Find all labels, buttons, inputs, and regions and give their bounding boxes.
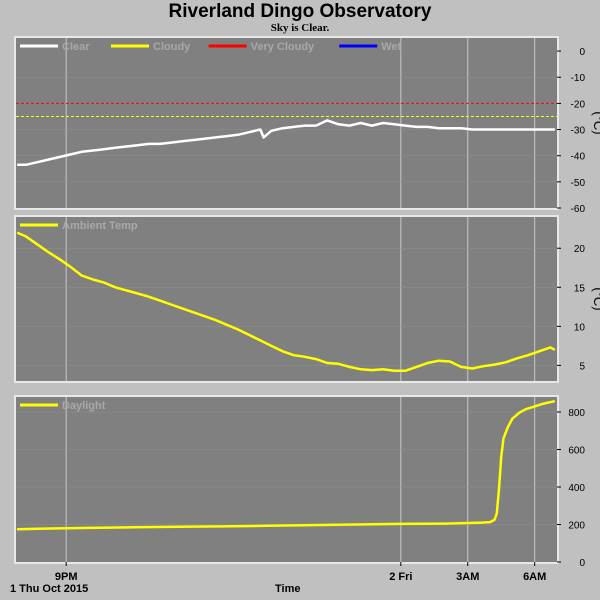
y-tick-label: -10 [571, 73, 586, 84]
x-tick-label: 3AM [456, 571, 479, 583]
series-line-clear [17, 119, 555, 167]
x-tick-label: 6AM [523, 571, 546, 583]
x-tick-label: 9PM [55, 571, 78, 583]
y-tick-label: -60 [571, 204, 586, 215]
y-tick-label: 600 [568, 446, 585, 457]
plot-area [16, 397, 557, 562]
y-axis-unit: (°C) [591, 287, 600, 310]
legend-label: Very Cloudy [251, 41, 315, 53]
y-axis-unit: (°C) [591, 111, 600, 134]
y-tick-label: 200 [568, 521, 585, 532]
y-tick-label: -40 [571, 152, 586, 163]
y-tick-label: 15 [574, 283, 586, 294]
sky-temperature-panel: 0 -10 -20 -30 -40 -50 -60 Clear Cloudy Very Cloud… [14, 36, 600, 215]
y-tick-label: 0 [579, 558, 585, 569]
daylight-panel: 800 600 400 200 0 Daylight 9PM 2 Fri 3AM 6AM [14, 395, 585, 583]
series-line-daylight [17, 399, 556, 531]
y-tick-label: 20 [574, 244, 586, 255]
sky-status-subtitle: Sky is Clear. [270, 22, 330, 34]
legend-label: Daylight [62, 400, 106, 412]
x-tick-label: 2 Fri [389, 571, 412, 583]
x-axis-label: Time [275, 583, 301, 595]
plot-area [16, 217, 557, 381]
y-tick-label: 10 [574, 322, 586, 333]
y-tick-label: -50 [571, 178, 586, 189]
ambient-temperature-panel: 20 15 10 5 Ambient Temp (°C) [14, 215, 600, 383]
legend-label: Wet [381, 41, 401, 53]
legend-label: Ambient Temp [62, 220, 138, 232]
y-tick-label: 400 [568, 483, 585, 494]
series-line-ambient-temp [16, 231, 556, 373]
legend-label: Clear [62, 41, 90, 53]
y-tick-label: 0 [579, 47, 585, 58]
y-tick-label: 5 [579, 361, 585, 372]
y-tick-label: -30 [571, 126, 586, 137]
y-tick-label: -20 [571, 99, 586, 110]
plot-area [16, 38, 557, 208]
legend-label: Cloudy [153, 41, 191, 53]
page-title: Riverland Dingo Observatory [168, 1, 432, 22]
y-tick-label: 800 [568, 408, 585, 419]
date-label: 1 Thu Oct 2015 [10, 583, 89, 595]
